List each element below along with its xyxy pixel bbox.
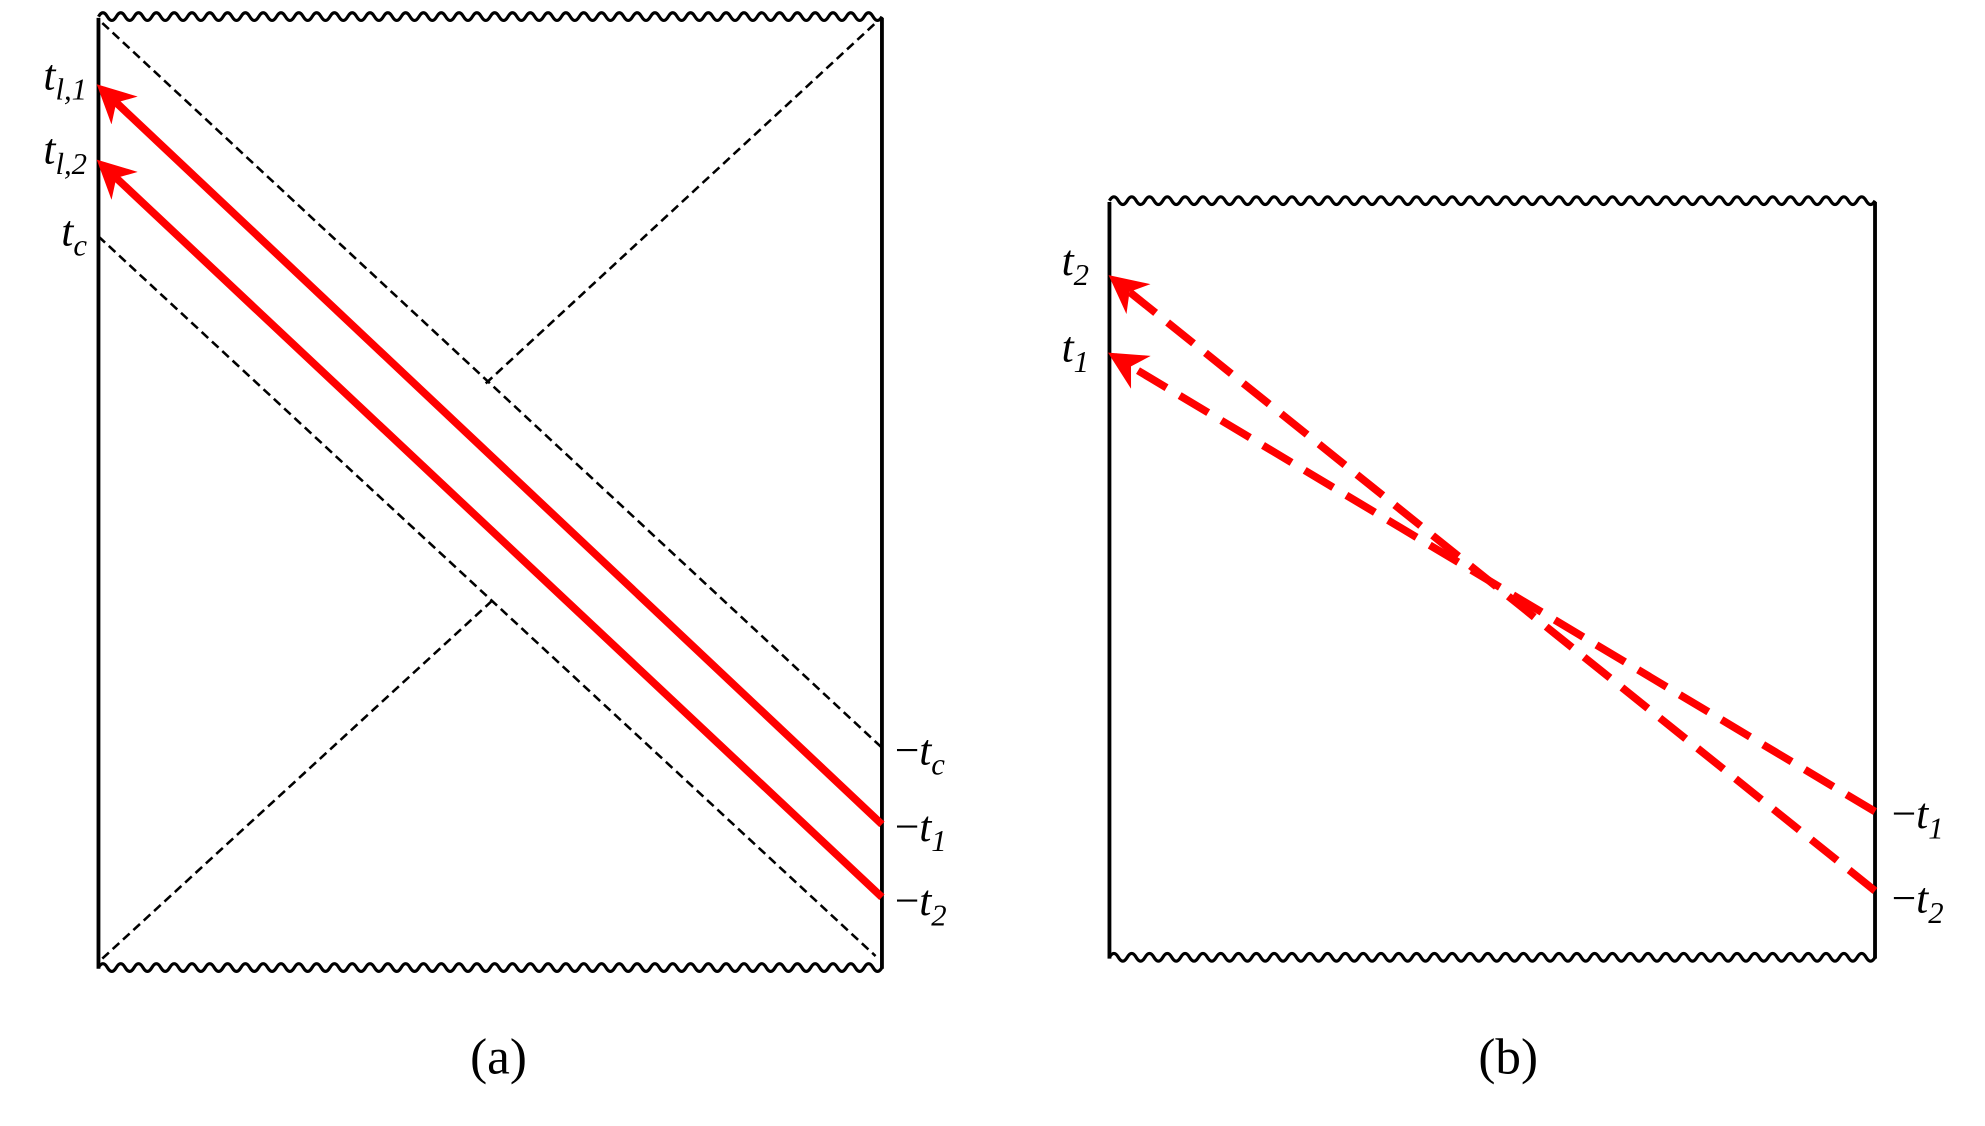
- label-sign: −: [895, 877, 920, 925]
- point-label: −tc: [895, 726, 946, 781]
- signal-line: [96, 84, 885, 828]
- label-sub: 2: [1074, 258, 1089, 292]
- label-base: t: [61, 207, 74, 255]
- point-label: −t1: [1892, 790, 1944, 845]
- label-sub: 2: [931, 898, 946, 932]
- caption: (b): [1478, 1029, 1538, 1086]
- dashed-line: [101, 22, 883, 749]
- label-sign: −: [1892, 875, 1917, 923]
- label-base: t: [1062, 324, 1075, 372]
- label-sign: −: [895, 726, 920, 774]
- point-label: t1: [1062, 324, 1089, 379]
- label-base: t: [1916, 790, 1929, 838]
- label-sub: 1: [1928, 811, 1943, 845]
- label-sub: c: [931, 748, 945, 782]
- signal-line: [1108, 275, 1878, 894]
- dashed-line: [484, 22, 877, 385]
- label-sub: 1: [931, 824, 946, 858]
- point-label: tl,1: [43, 51, 87, 106]
- panel-a: (a) tl,1tl,2tc−tc−t1−t2: [43, 11, 947, 1086]
- label-base: t: [1916, 875, 1929, 923]
- point-label: tl,2: [43, 126, 87, 181]
- label-base: t: [43, 51, 56, 99]
- label-sub: l,2: [55, 147, 87, 181]
- label-base: t: [1062, 237, 1075, 285]
- label-sign: −: [1892, 790, 1917, 838]
- singularity: [97, 962, 884, 973]
- singularity: [97, 11, 884, 23]
- point-label: tc: [61, 207, 87, 262]
- point-label: −t2: [1892, 875, 1944, 930]
- label-base: t: [919, 726, 932, 774]
- label-base: t: [919, 877, 932, 925]
- horizons: [97, 22, 883, 960]
- label-sub: 2: [1928, 896, 1943, 930]
- signal-line: [96, 159, 885, 901]
- label-sign: −: [895, 803, 920, 851]
- signals: [96, 84, 885, 901]
- point-label: −t2: [895, 877, 947, 932]
- label-base: t: [43, 126, 56, 174]
- label-sub: 1: [1074, 345, 1089, 379]
- caption: (a): [470, 1029, 527, 1086]
- label-sub: c: [73, 229, 87, 263]
- point-label: t2: [1062, 237, 1089, 292]
- label-sub: l,1: [55, 73, 87, 107]
- dashed-line: [101, 599, 493, 960]
- point-label: −t1: [895, 803, 947, 858]
- signals: [1107, 275, 1878, 894]
- singularity: [1108, 951, 1877, 963]
- dashed-line: [97, 235, 877, 957]
- singularity: [1108, 195, 1877, 207]
- label-base: t: [919, 803, 932, 851]
